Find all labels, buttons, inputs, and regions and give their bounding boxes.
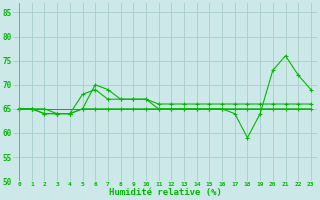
X-axis label: Humidité relative (%): Humidité relative (%) [108,188,221,197]
